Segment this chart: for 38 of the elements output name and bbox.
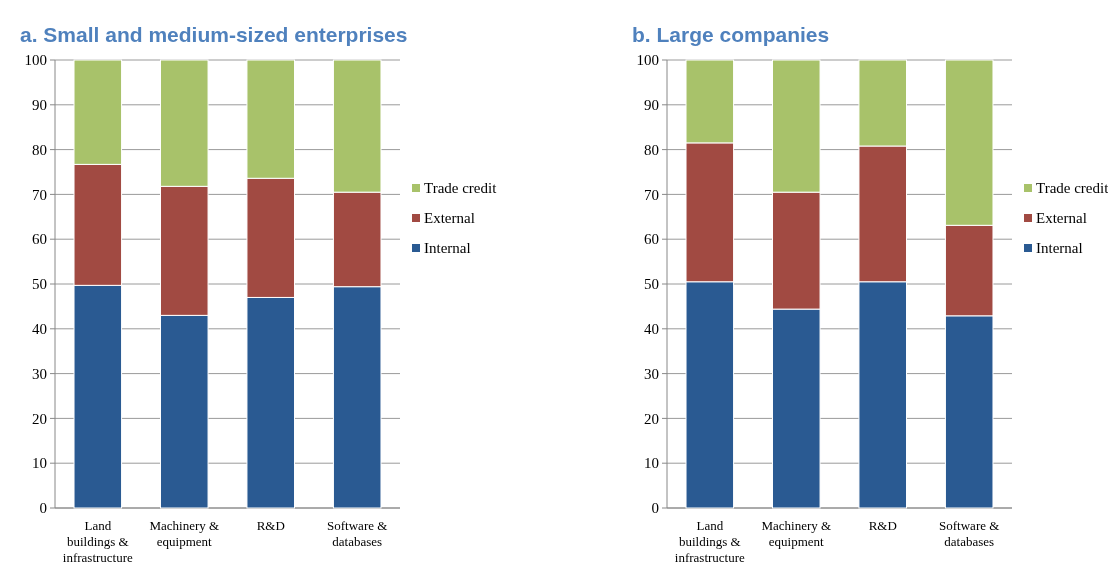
- y-tick-label: 70: [32, 186, 47, 203]
- x-tick-label: Land buildings & infrastructure: [62, 518, 134, 565]
- y-tick-label: 10: [32, 455, 47, 472]
- x-tick-label: Software & databases: [327, 518, 388, 549]
- x-tick-label: Software & databases: [939, 518, 1000, 549]
- y-tick-label: 10: [644, 455, 659, 472]
- legend-label: Internal: [1036, 240, 1083, 257]
- y-tick-label: 20: [32, 410, 47, 427]
- y-tick-label: 100: [636, 52, 659, 69]
- y-tick-label: 40: [644, 321, 659, 338]
- y-tick-label: 40: [32, 321, 47, 338]
- legend-label: External: [1036, 210, 1087, 227]
- x-tick-label: R&D: [868, 518, 897, 533]
- y-tick-label: 90: [644, 97, 659, 114]
- y-tick-label: 0: [39, 500, 47, 517]
- x-tick-label: Machinery & equipment: [149, 518, 220, 549]
- y-tick-label: 70: [644, 186, 659, 203]
- legend-label: Trade credit: [1036, 180, 1110, 197]
- y-tick-label: 60: [644, 231, 659, 248]
- y-tick-label: 100: [24, 52, 47, 69]
- x-tick-label: Machinery & equipment: [761, 518, 832, 549]
- y-tick-label: 50: [644, 276, 659, 293]
- legend-label: Trade credit: [424, 180, 498, 197]
- y-tick-label: 90: [32, 97, 47, 114]
- x-tick-label: R&D: [256, 518, 285, 533]
- y-tick-label: 50: [32, 276, 47, 293]
- y-tick-label: 0: [651, 500, 659, 517]
- y-tick-label: 20: [644, 410, 659, 427]
- legend-label: External: [424, 210, 475, 227]
- chart-title: a. Small and medium-sized enterprises: [20, 23, 408, 46]
- y-tick-label: 60: [32, 231, 47, 248]
- y-tick-label: 30: [644, 365, 659, 382]
- y-tick-label: 30: [32, 365, 47, 382]
- chart-title: b. Large companies: [632, 23, 830, 46]
- x-tick-label: Land buildings & infrastructure: [674, 518, 746, 565]
- legend-label: Internal: [424, 240, 471, 257]
- y-tick-label: 80: [644, 141, 659, 158]
- y-tick-label: 80: [32, 141, 47, 158]
